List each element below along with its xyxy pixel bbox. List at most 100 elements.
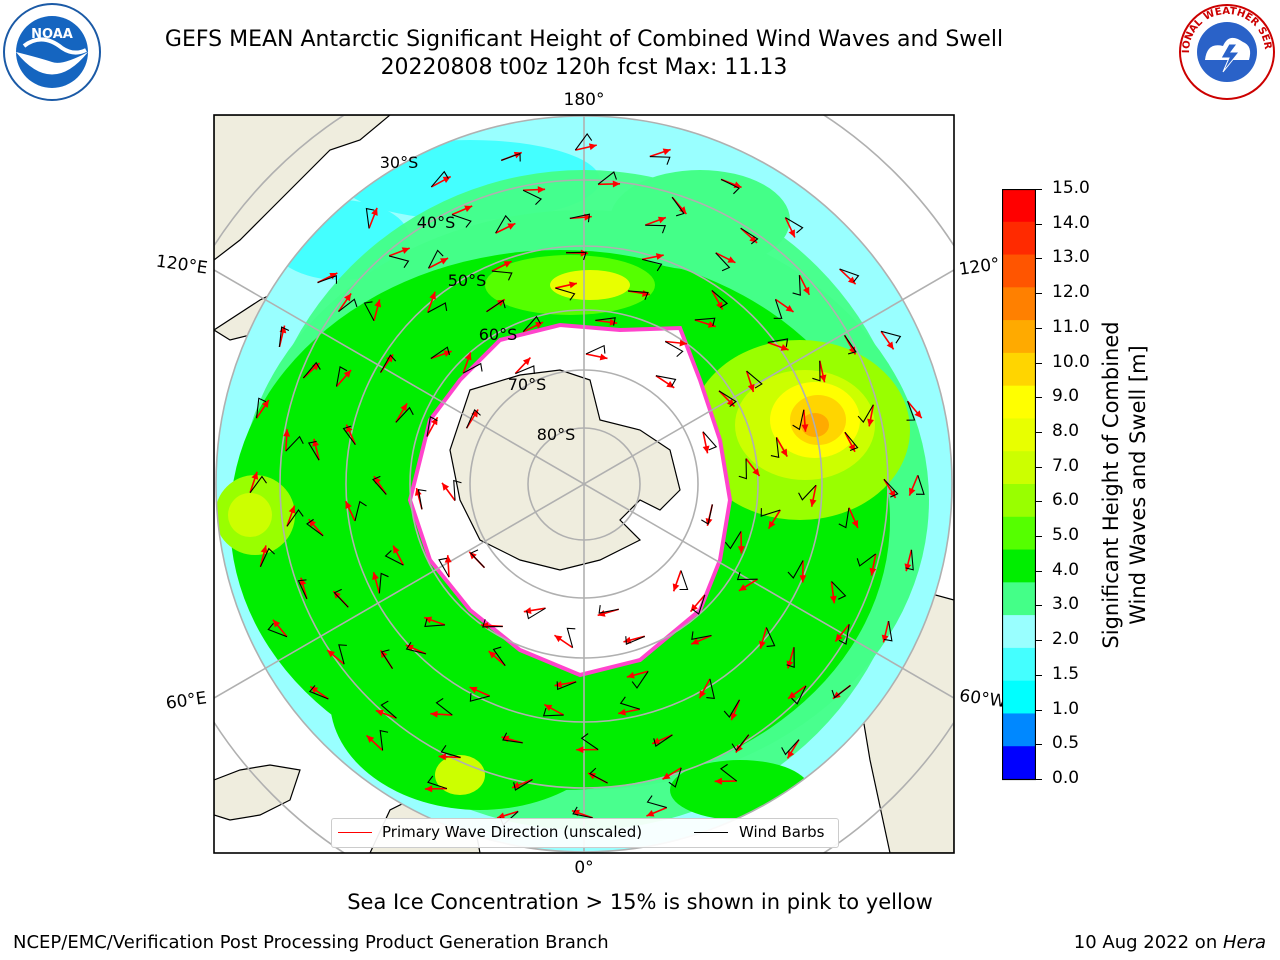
wave-arrowhead	[788, 691, 796, 699]
wave-arrowhead	[707, 321, 716, 328]
wind-barb	[286, 509, 304, 527]
colorbar-segment	[1002, 516, 1036, 551]
wind-barb	[786, 647, 795, 669]
wave-arrowhead	[537, 186, 546, 194]
colorbar-tick-mark	[1036, 362, 1042, 364]
wind-barb	[625, 635, 645, 645]
wind-barb	[495, 214, 512, 234]
wave-arrowhead	[747, 384, 755, 392]
wave-arrowhead	[507, 223, 516, 230]
wind-barb	[278, 326, 290, 348]
wind-barb	[773, 299, 783, 319]
wave-arrowhead	[424, 616, 433, 624]
lat-label-50s: 50°S	[448, 271, 487, 290]
wind-barb	[469, 693, 490, 702]
wind-barb	[706, 678, 716, 700]
wave-arrowhead	[430, 710, 438, 718]
wind-barb	[307, 440, 320, 461]
colorbar-tick: 13.0	[1052, 247, 1090, 268]
wave-arrowhead	[288, 505, 296, 514]
wind-barb	[426, 415, 438, 437]
colorbar-segment	[1002, 254, 1036, 288]
wind-barb	[566, 251, 587, 261]
colorbar-tick-mark	[1036, 327, 1042, 329]
lon-label-120w: 120°	[958, 254, 1001, 280]
wind-barb	[906, 401, 916, 421]
wind-barb	[760, 508, 781, 517]
wind-barb	[482, 619, 503, 628]
wind-barb	[723, 699, 740, 718]
wind-barb	[427, 775, 448, 790]
wind-barb	[526, 607, 546, 620]
colorbar-segment	[1002, 647, 1036, 682]
wave-arrowhead	[908, 487, 916, 496]
wave-arrowhead	[759, 640, 766, 649]
wave-arrowhead	[829, 595, 837, 604]
wave-arrowhead	[869, 567, 877, 576]
wind-barbs	[249, 133, 925, 826]
wind-barb	[791, 685, 807, 705]
wind-barb	[384, 550, 404, 566]
wave-arrowhead	[569, 281, 577, 289]
wave-arrowhead	[429, 291, 436, 300]
wind-barb	[655, 375, 677, 387]
wind-barb	[342, 425, 356, 445]
wave-arrowhead	[679, 206, 687, 214]
wind-barb	[738, 458, 747, 480]
colorbar-tick-mark	[1036, 640, 1042, 642]
wave-arrowhead	[646, 810, 655, 817]
wave-arrowhead	[438, 753, 446, 761]
wave-arrowhead	[847, 276, 856, 285]
wave-arrowhead	[424, 785, 433, 793]
colorbar	[1002, 189, 1036, 781]
wind-barb	[380, 354, 397, 373]
wind-barb	[428, 249, 444, 269]
wind-barb	[515, 365, 535, 375]
wave-arrowhead	[400, 403, 408, 412]
colorbar-label-line1: Significant Height of Combined	[1099, 321, 1123, 649]
wave-arrowhead	[346, 424, 353, 433]
wave-arrowhead	[914, 410, 922, 419]
colorbar-tick: 0.0	[1052, 768, 1080, 788]
wave-arrowhead	[851, 519, 859, 528]
wind-barb	[424, 618, 445, 627]
wind-barb	[767, 338, 789, 347]
colorbar-tick-mark	[1036, 536, 1042, 538]
wind-barb	[522, 315, 541, 333]
colorbar-tick-mark	[1036, 779, 1042, 780]
colorbar-tick: 2.0	[1052, 629, 1080, 650]
colorbar-tick: 7.0	[1052, 455, 1080, 476]
wave-arrowhead	[345, 501, 352, 510]
wind-barb	[711, 290, 729, 308]
noaa-logo-text: NOAA	[31, 27, 73, 42]
colorbar-tick-mark	[1036, 605, 1042, 607]
wave-arrowhead	[835, 633, 843, 642]
wind-barb	[770, 437, 780, 458]
colorbar-tick-mark	[1036, 258, 1042, 260]
wave-arrowhead	[599, 353, 608, 361]
colorbar-tick: 1.5	[1052, 663, 1080, 684]
wind-barb	[466, 409, 481, 429]
wind-barb	[740, 227, 759, 245]
wave-arrowhead	[440, 258, 449, 265]
wind-barb	[380, 700, 397, 719]
wave-arrowhead	[443, 350, 452, 357]
wind-barb	[259, 547, 275, 567]
wind-barb	[595, 317, 616, 326]
wave-arrowhead	[588, 143, 597, 151]
wind-barb	[395, 406, 414, 423]
wave-arrowhead	[679, 339, 688, 347]
wind-barb	[335, 365, 348, 387]
wave-arrowhead	[393, 545, 400, 554]
colorbar-segment	[1002, 221, 1036, 256]
lon-label-180: 180°	[564, 90, 605, 110]
wind-barb	[380, 649, 393, 669]
wind-barb	[916, 475, 925, 495]
wave-arrowhead	[464, 205, 473, 213]
footer-date: 10 Aug 2022 on Hera	[1074, 932, 1266, 953]
wave-arrowhead	[904, 563, 912, 572]
wave-arrowhead	[512, 781, 521, 789]
lat-label-70s: 70°S	[508, 375, 547, 394]
wind-barb	[256, 397, 267, 419]
